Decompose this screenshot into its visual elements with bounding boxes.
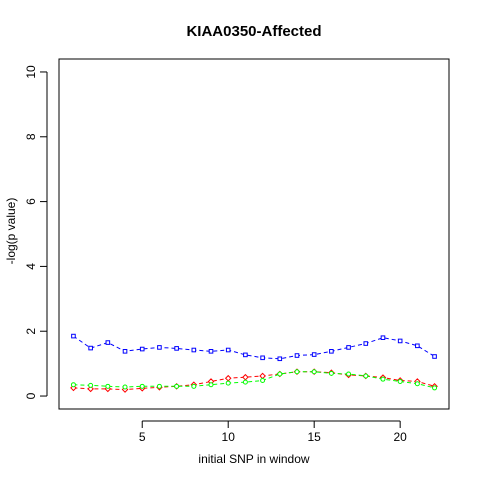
data-point bbox=[380, 335, 386, 341]
series-line bbox=[73, 371, 435, 389]
x-tick-label: 10 bbox=[222, 430, 236, 444]
series-layer bbox=[70, 333, 438, 393]
chart-title: KIAA0350-Affected bbox=[186, 23, 321, 40]
data-point bbox=[157, 345, 162, 350]
data-point bbox=[329, 349, 334, 354]
y-tick-label: 4 bbox=[24, 263, 38, 270]
data-point bbox=[346, 371, 352, 377]
data-point bbox=[346, 345, 351, 350]
data-point bbox=[397, 338, 403, 344]
data-point bbox=[174, 346, 179, 351]
data-point bbox=[397, 378, 403, 384]
data-point bbox=[225, 347, 231, 353]
data-point bbox=[105, 383, 111, 389]
data-point bbox=[174, 383, 180, 389]
data-point bbox=[414, 381, 420, 387]
x-tick-label: 15 bbox=[308, 430, 322, 444]
x-tick-label: 5 bbox=[139, 430, 146, 444]
data-point bbox=[415, 343, 420, 349]
data-point bbox=[139, 383, 145, 389]
series-3 bbox=[70, 369, 438, 391]
x-tick-label: 20 bbox=[393, 430, 407, 444]
data-point bbox=[225, 380, 231, 386]
x-axis: 5 10 15 20 bbox=[139, 420, 407, 444]
series-1 bbox=[71, 333, 437, 362]
data-point bbox=[70, 382, 76, 388]
data-point bbox=[88, 345, 93, 351]
y-tick-label: 2 bbox=[24, 328, 38, 335]
data-point bbox=[432, 385, 438, 391]
plot-frame bbox=[58, 58, 450, 410]
y-tick-label: 0 bbox=[24, 392, 38, 399]
data-point bbox=[122, 384, 128, 390]
data-point bbox=[191, 347, 197, 353]
data-point bbox=[243, 352, 248, 358]
y-tick-label: 10 bbox=[24, 65, 38, 79]
y-axis: 0 2 4 6 8 10 bbox=[24, 65, 48, 399]
data-point bbox=[311, 369, 317, 375]
data-point bbox=[363, 373, 369, 379]
data-point bbox=[277, 356, 283, 362]
data-point bbox=[88, 382, 94, 388]
data-point bbox=[87, 385, 94, 393]
data-point bbox=[311, 352, 317, 357]
data-point bbox=[71, 333, 76, 339]
data-point bbox=[294, 353, 300, 358]
series-line bbox=[73, 335, 435, 360]
data-point bbox=[122, 349, 128, 354]
data-point bbox=[277, 371, 283, 377]
data-point bbox=[328, 370, 334, 376]
y-tick-label: 6 bbox=[24, 198, 38, 205]
data-point bbox=[294, 369, 300, 375]
data-point bbox=[363, 341, 369, 346]
data-point bbox=[208, 349, 214, 354]
y-axis-label: -log(p value) bbox=[4, 198, 18, 265]
data-point bbox=[105, 340, 111, 345]
data-point bbox=[208, 382, 214, 388]
data-point bbox=[260, 377, 266, 383]
data-point bbox=[260, 355, 265, 361]
data-point bbox=[191, 383, 197, 389]
data-point bbox=[432, 354, 437, 359]
series-line bbox=[73, 371, 435, 391]
x-axis-label: initial SNP in window bbox=[198, 452, 309, 466]
data-point bbox=[139, 346, 145, 352]
data-point bbox=[380, 376, 386, 382]
data-point bbox=[156, 383, 162, 389]
y-tick-label: 8 bbox=[24, 133, 38, 140]
data-point bbox=[242, 379, 248, 385]
